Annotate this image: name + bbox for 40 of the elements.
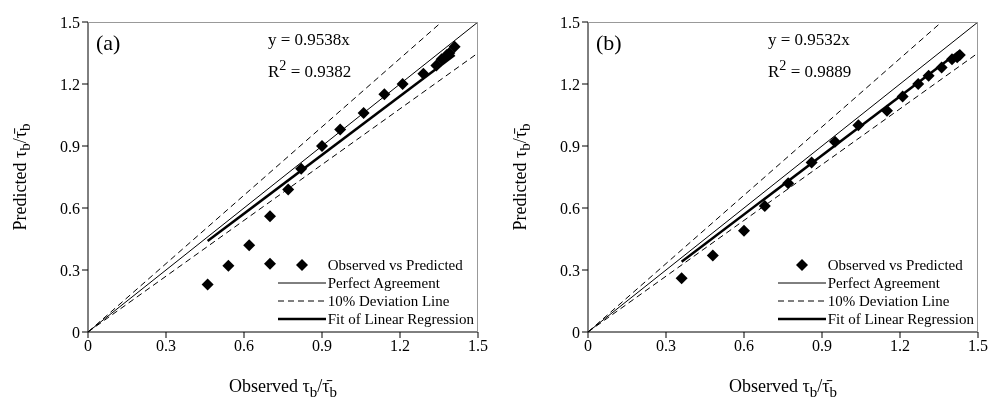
x-tick-label: 0.9 (312, 337, 332, 355)
legend-label: Fit of Linear Regression (327, 310, 474, 328)
annotation: (b) (596, 30, 622, 56)
x-tick-label: 0 (84, 337, 92, 355)
x-axis-title: Observed τ$_{b}$/τ̄$_{b}$ (728, 376, 838, 401)
x-tick-label: 0.3 (656, 337, 676, 355)
legend-label: Observed vs Predicted (327, 256, 463, 274)
x-tick-label: 1.2 (890, 337, 910, 355)
y-tick-label: 1.2 (60, 75, 80, 93)
annotation: R$^{2}$ = 0.9889 (768, 57, 852, 82)
y-tick-label: 0.3 (60, 261, 80, 279)
annotation: R$^{2}$ = 0.9382 (268, 57, 352, 82)
y-tick-label: 1.5 (560, 13, 580, 31)
legend-label: 10% Deviation Line (827, 292, 950, 310)
x-tick-label: 1.5 (968, 337, 988, 355)
legend-label: Observed vs Predicted (827, 256, 963, 274)
y-tick-label: 0.6 (60, 199, 80, 217)
x-axis-title: Observed τ$_{b}$/τ̄$_{b}$ (228, 376, 338, 401)
legend-label: Perfect Agreement (827, 274, 940, 292)
x-tick-label: 0 (584, 337, 592, 355)
x-tick-label: 0.9 (812, 337, 832, 355)
x-tick-label: 0.6 (734, 337, 754, 355)
y-tick-label: 1.5 (60, 13, 80, 31)
x-tick-label: 1.2 (390, 337, 410, 355)
annotation: y = 0.9538x (268, 30, 350, 50)
y-tick-label: 0 (72, 323, 80, 341)
annotation: (a) (96, 30, 121, 56)
y-tick-label: 1.2 (560, 75, 580, 93)
legend-label: Perfect Agreement (327, 274, 440, 292)
y-tick-label: 0.9 (60, 137, 80, 155)
y-tick-label: 0 (572, 323, 580, 341)
y-tick-label: 0.6 (560, 199, 580, 217)
annotation: y = 0.9532x (768, 30, 850, 50)
x-tick-label: 0.6 (234, 337, 254, 355)
y-tick-label: 0.3 (560, 261, 580, 279)
legend-label: Fit of Linear Regression (827, 310, 974, 328)
x-tick-label: 1.5 (468, 337, 488, 355)
x-tick-label: 0.3 (156, 337, 176, 355)
legend-label: 10% Deviation Line (327, 292, 450, 310)
y-tick-label: 0.9 (560, 137, 580, 155)
